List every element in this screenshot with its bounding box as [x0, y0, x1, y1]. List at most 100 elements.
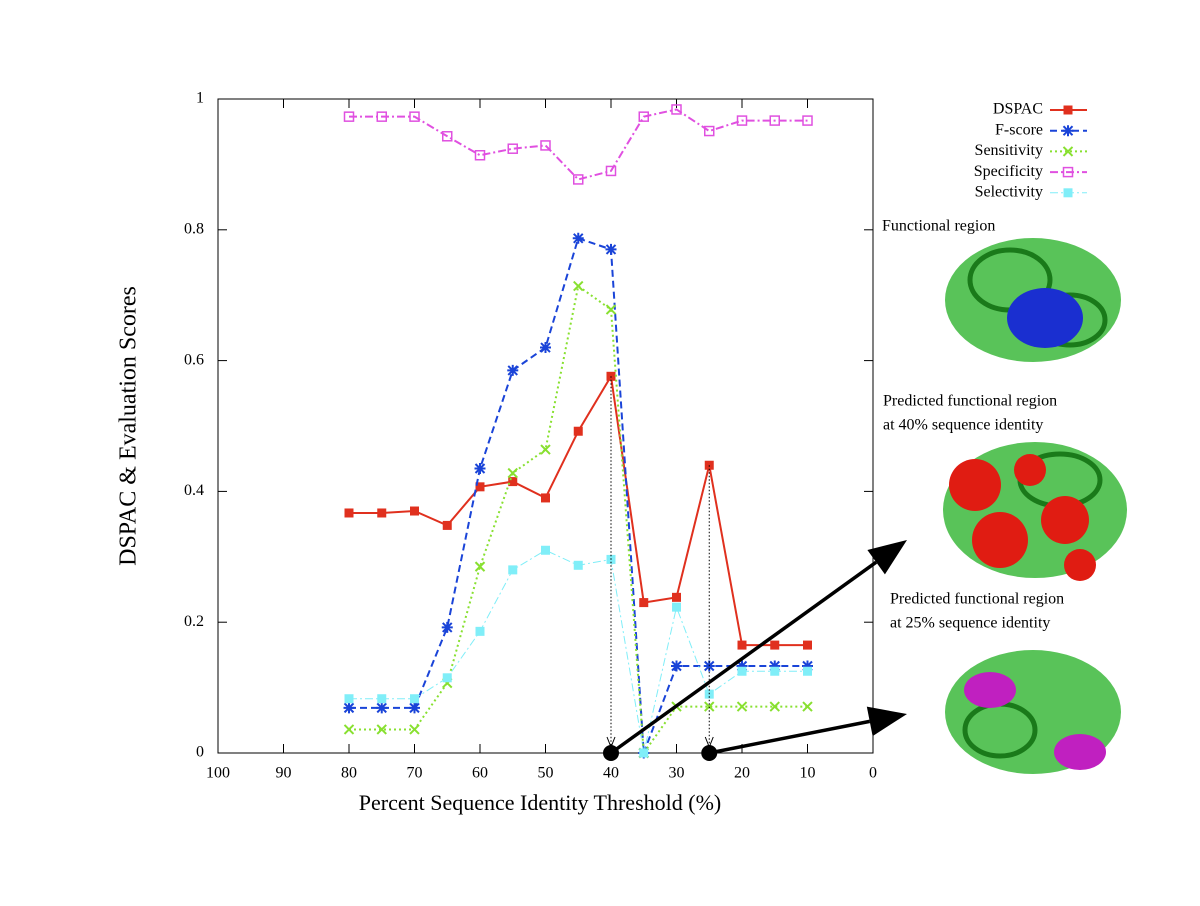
marker	[540, 140, 551, 151]
marker	[508, 565, 518, 575]
marker	[769, 115, 780, 126]
marker	[736, 701, 748, 712]
marker	[736, 115, 748, 126]
marker	[442, 673, 452, 683]
marker	[540, 444, 551, 455]
protein-40	[943, 442, 1127, 581]
marker	[442, 520, 452, 530]
marker	[507, 467, 518, 479]
marker	[770, 640, 780, 650]
x-tick-label: 60	[472, 765, 488, 782]
marker	[573, 560, 583, 570]
marker	[573, 426, 583, 436]
arrow-shaft	[609, 560, 878, 755]
marker	[672, 602, 681, 612]
annotation: Predicted functional region	[883, 393, 1057, 410]
marker	[704, 701, 715, 712]
y-tick-label: 0.8	[184, 220, 204, 237]
y-tick-label: 0.4	[184, 482, 204, 499]
x-tick-label: 80	[341, 765, 357, 782]
marker	[572, 232, 584, 244]
marker	[343, 702, 355, 714]
marker	[344, 694, 354, 704]
highlight-dot	[603, 745, 619, 761]
x-tick-label: 50	[538, 765, 554, 782]
x-tick-label: 70	[407, 765, 423, 782]
marker	[802, 115, 813, 126]
x-tick-label: 10	[800, 765, 816, 782]
marker	[343, 724, 355, 735]
x-tick-label: 0	[869, 765, 877, 782]
protein-functional	[945, 238, 1121, 362]
protein-25	[945, 650, 1121, 774]
marker	[639, 748, 649, 758]
marker	[507, 143, 518, 154]
marker	[802, 660, 813, 672]
marker	[410, 506, 419, 516]
legend-label: Selectivity	[975, 183, 1043, 200]
legend-label: DSPAC	[993, 101, 1043, 118]
marker	[409, 111, 420, 122]
y-tick-label: 0.6	[184, 351, 204, 368]
marker	[803, 640, 812, 650]
marker	[376, 702, 388, 714]
marker	[344, 508, 354, 518]
y-axis-label: DSPAC & Evaluation Scores	[116, 286, 142, 566]
protein-images	[943, 238, 1127, 774]
arrow-head	[867, 540, 907, 575]
marker	[737, 640, 747, 650]
highlight-dot	[701, 745, 718, 761]
annotation: Predicted functional region	[890, 591, 1064, 608]
marker	[376, 111, 387, 122]
marker	[803, 666, 812, 676]
marker	[736, 660, 748, 672]
marker	[769, 660, 781, 672]
marker	[671, 660, 682, 672]
arrow-head	[866, 706, 907, 737]
marker	[541, 545, 550, 555]
legend-label: Sensitivity	[975, 142, 1043, 159]
legend-label: Specificity	[974, 163, 1043, 180]
legend-marker	[1063, 105, 1073, 115]
marker	[376, 724, 387, 735]
x-tick-label: 100	[206, 765, 230, 782]
marker	[541, 493, 550, 503]
marker	[441, 621, 453, 633]
legend-marker	[1062, 146, 1074, 157]
marker	[671, 104, 682, 115]
annotation: at 40% sequence identity	[883, 417, 1043, 434]
marker	[474, 561, 486, 572]
marker	[508, 477, 518, 487]
legend-label: F-score	[995, 121, 1043, 138]
marker	[410, 694, 419, 704]
annotation: Functional region	[882, 218, 995, 235]
marker	[442, 131, 453, 142]
marker	[605, 165, 617, 177]
legend-marker	[1063, 188, 1073, 198]
marker	[573, 174, 584, 185]
x-tick-label: 30	[669, 765, 685, 782]
marker	[573, 280, 584, 292]
marker	[737, 666, 747, 676]
legend-marker	[1062, 166, 1074, 178]
marker	[704, 125, 715, 137]
y-tick-label: 1	[196, 90, 204, 107]
marker	[377, 694, 387, 704]
x-tick-label: 40	[603, 765, 619, 782]
marker	[540, 342, 551, 354]
y-tick-label: 0.2	[184, 613, 204, 630]
x-tick-label: 90	[276, 765, 292, 782]
marker	[770, 666, 780, 676]
marker	[672, 592, 681, 602]
marker	[507, 364, 519, 376]
arrow-shaft	[708, 719, 871, 755]
marker	[769, 701, 780, 712]
marker	[475, 482, 485, 492]
x-axis-label: Percent Sequence Identity Threshold (%)	[359, 790, 721, 815]
annotation: at 25% sequence identity	[890, 615, 1050, 632]
marker	[638, 111, 649, 122]
marker	[377, 508, 387, 518]
marker	[474, 149, 486, 161]
marker	[343, 111, 355, 122]
